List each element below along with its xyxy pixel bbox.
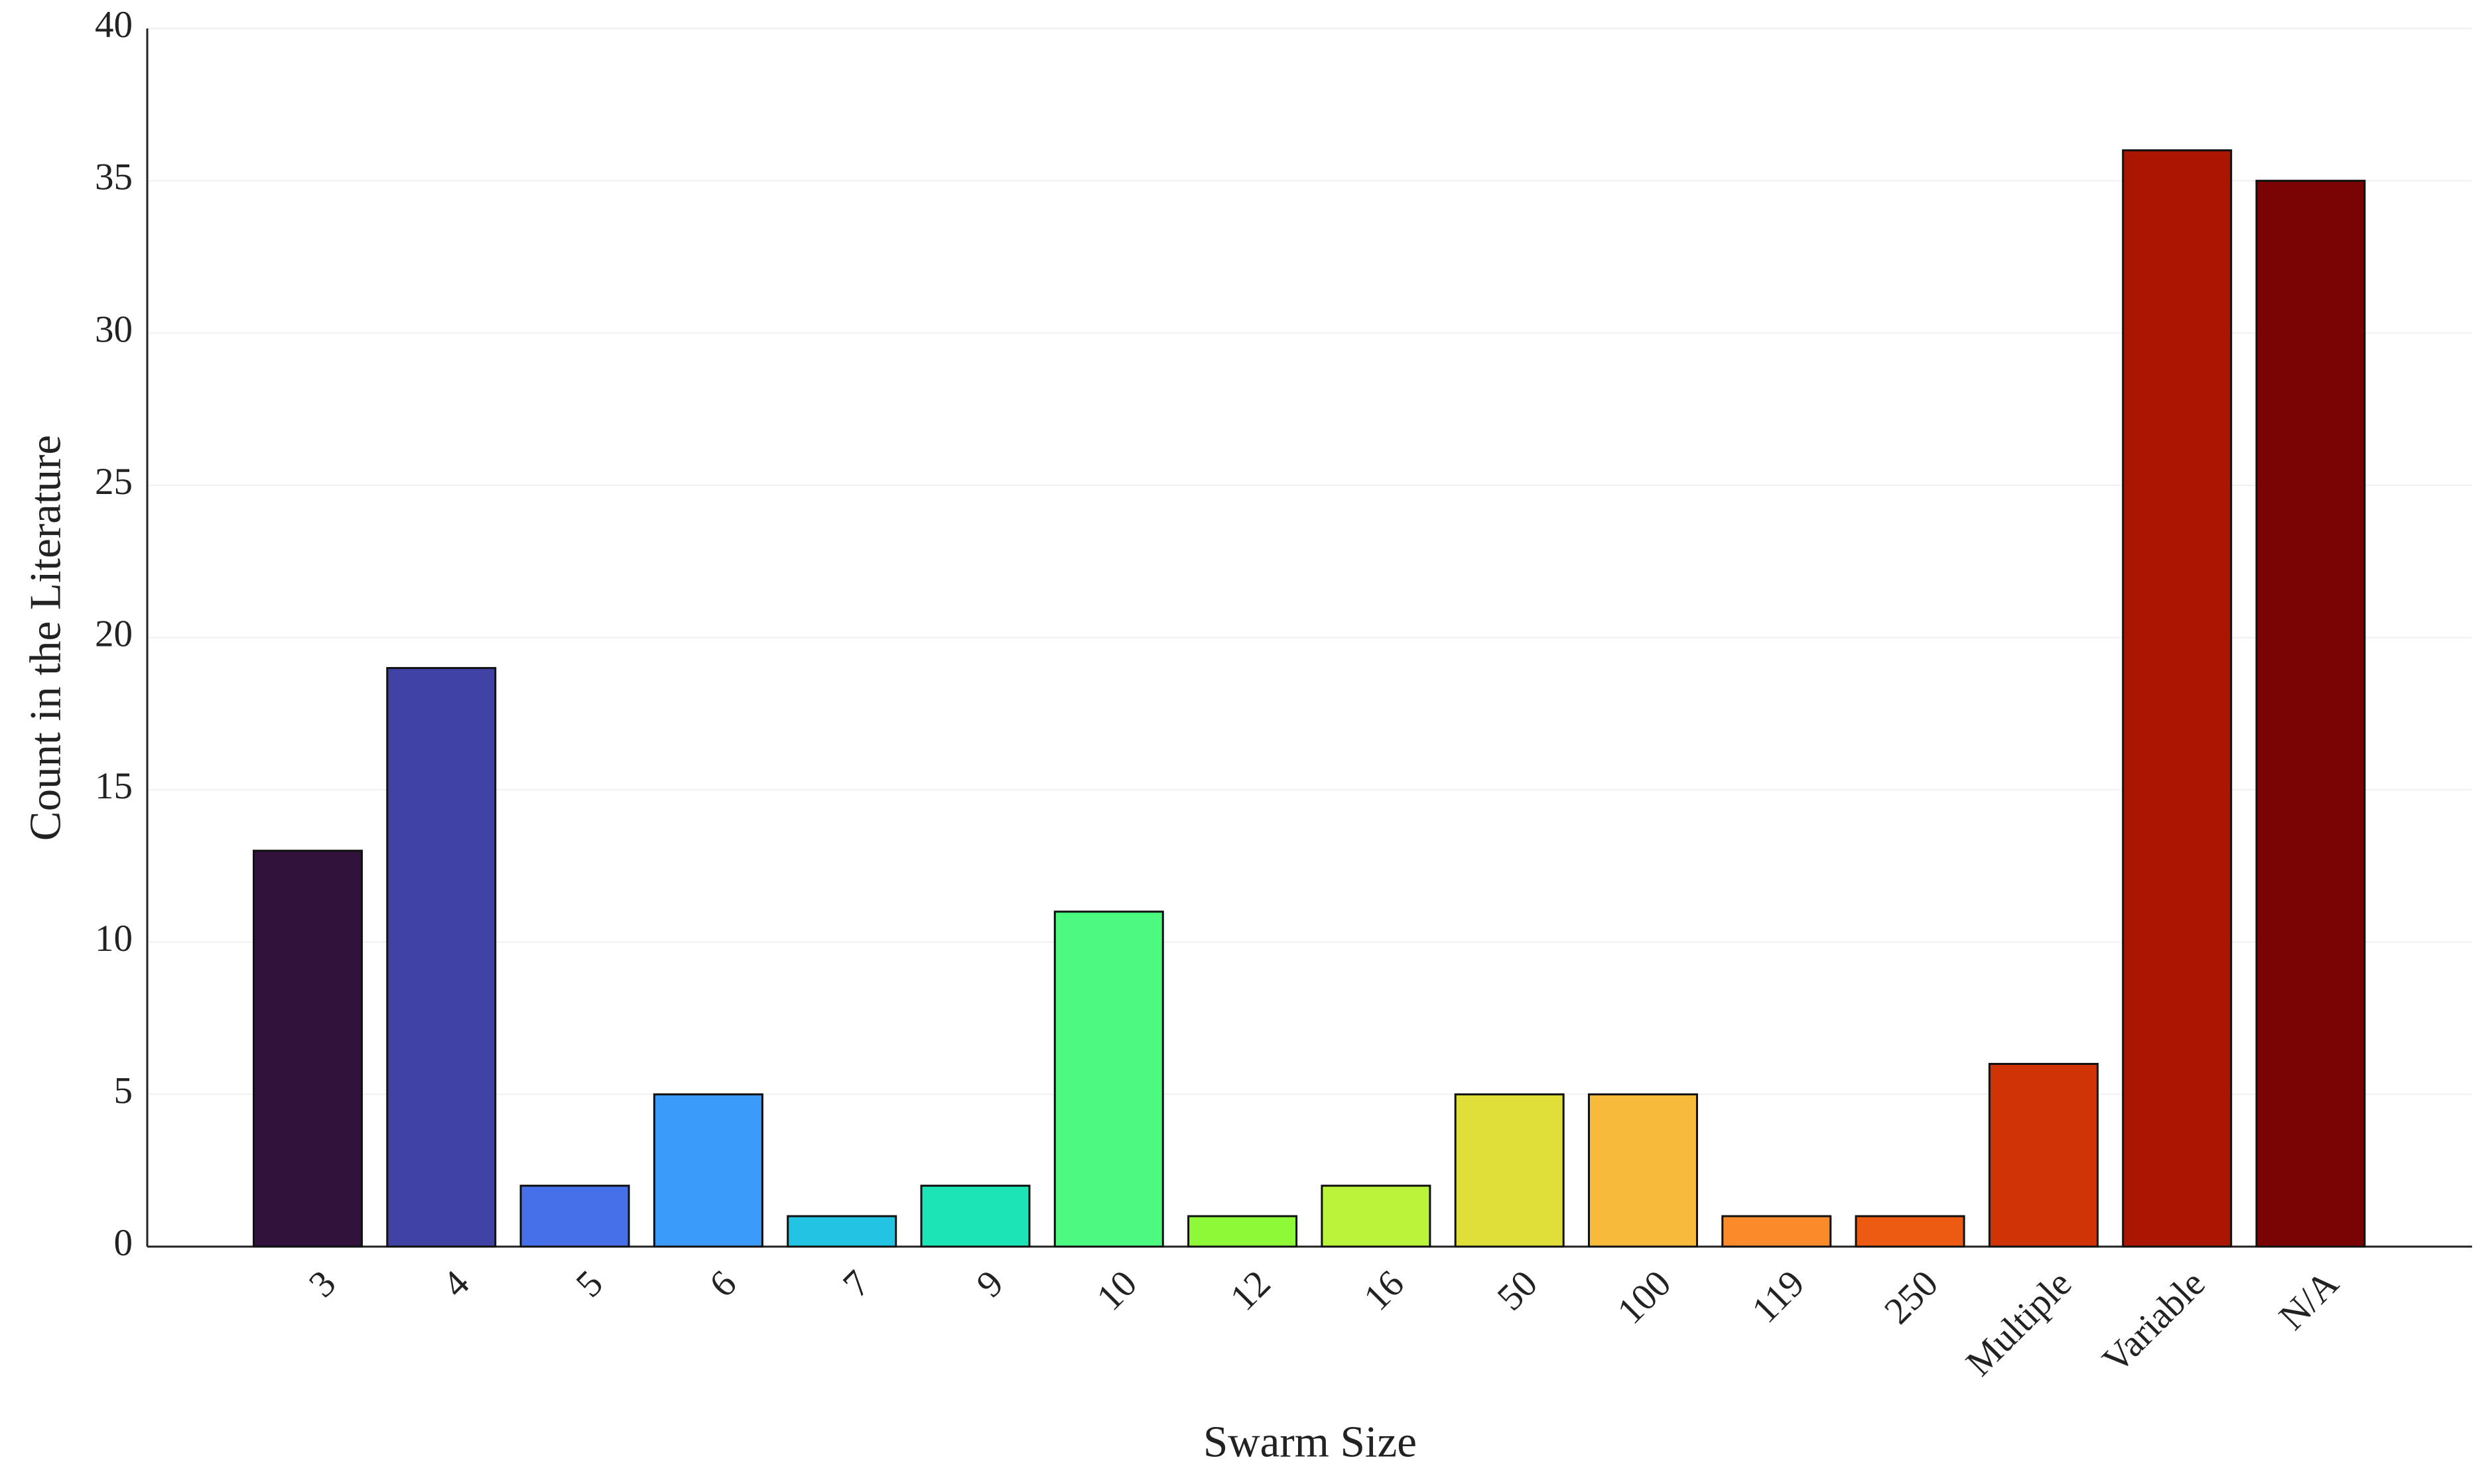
x-tick-label: Variable [2095, 1263, 2213, 1381]
bar [1588, 1093, 1698, 1248]
y-tick-label: 0 [114, 1222, 133, 1264]
bar [1053, 910, 1164, 1248]
x-tick-label: 4 [434, 1263, 478, 1306]
x-tick-label: 9 [968, 1263, 1012, 1306]
y-tick-label: 25 [95, 461, 133, 503]
bar [1454, 1093, 1565, 1248]
bar [2255, 180, 2366, 1248]
bar [920, 1184, 1031, 1248]
x-tick-label: 7 [835, 1263, 878, 1306]
bar [253, 849, 363, 1248]
x-tick-label: N/A [2271, 1263, 2347, 1338]
bar [1855, 1215, 1965, 1248]
bar [1187, 1215, 1298, 1248]
bar [1321, 1184, 1431, 1248]
x-tick-label: 12 [1222, 1263, 1279, 1319]
y-tick-label: 30 [95, 308, 133, 350]
y-tick-label: 20 [95, 613, 133, 655]
x-tick-label: 3 [301, 1263, 344, 1306]
x-tick-label: 119 [1744, 1263, 1813, 1331]
bar [386, 666, 497, 1248]
y-tick-label: 5 [114, 1070, 133, 1111]
y-tick-label: 10 [95, 918, 133, 959]
bar [2122, 149, 2233, 1248]
bar [787, 1215, 897, 1248]
bar [519, 1184, 630, 1248]
bar [1721, 1215, 1832, 1248]
x-tick-label: 6 [702, 1263, 745, 1306]
y-axis-label: Count in the Literature [21, 435, 70, 841]
x-tick-label: 250 [1876, 1263, 1946, 1332]
y-tick-label: 40 [95, 4, 133, 46]
x-tick-label: 50 [1489, 1263, 1545, 1319]
x-tick-label: 16 [1356, 1263, 1412, 1319]
y-tick-label: 35 [95, 156, 133, 198]
bar [653, 1093, 763, 1248]
x-axis-label: Swarm Size [1203, 1417, 1417, 1466]
y-tick-label: 15 [95, 765, 133, 807]
x-tick-label: 10 [1088, 1263, 1145, 1319]
x-tick-label: 5 [568, 1263, 611, 1306]
bar [1988, 1062, 2099, 1248]
x-tick-label: 100 [1609, 1263, 1679, 1332]
x-tick-label: Multiple [1958, 1263, 2079, 1384]
